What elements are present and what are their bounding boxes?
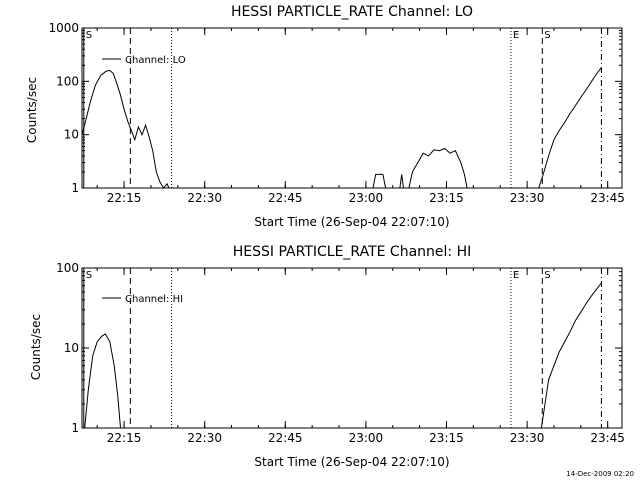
panel-lo-xtick-label-4: 23:15 — [429, 191, 464, 205]
panel-lo-series-0-segment-1 — [372, 173, 387, 189]
panel-hi-marker-label-3: E — [513, 270, 519, 281]
panel-lo-ylabel: Counts/sec — [25, 77, 39, 143]
panel-hi-xtick-label-5: 23:30 — [510, 431, 545, 445]
panel-lo-axes-frame — [81, 27, 623, 189]
panel-hi-xtick-label-0: 22:15 — [107, 431, 142, 445]
panel-hi-xtick-label-6: 23:45 — [590, 431, 625, 445]
panel-hi-marker-label-0: S — [86, 270, 92, 281]
panel-lo: HESSI PARTICLE_RATE Channel: LO Start Ti… — [25, 4, 625, 229]
panel-lo-series-0-segment-3 — [408, 147, 468, 189]
panel-hi-ytick-label-0: 1 — [71, 421, 79, 435]
footer-timestamp: 14-Dec-2009 02:20 — [566, 470, 634, 478]
panel-hi-xtick-label-2: 22:45 — [268, 431, 303, 445]
panel-lo-xtick-label-6: 23:45 — [590, 191, 625, 205]
panel-lo-marker-label-3: E — [513, 30, 519, 41]
panel-lo-legend-label: Channel: LO — [125, 55, 186, 66]
panel-lo-title: HESSI PARTICLE_RATE Channel: LO — [231, 4, 473, 20]
panel-lo-xtick-label-0: 22:15 — [107, 191, 142, 205]
panel-lo-ytick-label-3: 1000 — [48, 21, 79, 35]
panel-lo-xtick-label-5: 23:30 — [510, 191, 545, 205]
panel-hi-ytick-label-1: 10 — [64, 341, 79, 355]
panel-lo-ytick-label-2: 100 — [56, 74, 79, 88]
panel-hi-xtick-label-1: 22:30 — [187, 431, 222, 445]
panel-lo-xtick-label-1: 22:30 — [187, 191, 222, 205]
panel-lo-series-0-segment-0 — [81, 69, 170, 189]
panel-lo-xtick-label-3: 23:00 — [349, 191, 384, 205]
panel-lo-series-0-segment-4 — [538, 67, 602, 189]
panel-lo-xlabel: Start Time (26-Sep-04 22:07:10) — [254, 215, 449, 229]
panel-hi-marker-label-4: S — [544, 270, 550, 281]
panel-hi-legend-label: Channel: HI — [125, 294, 183, 305]
panel-hi-xtick-label-3: 23:00 — [349, 431, 384, 445]
panel-hi-series-0-segment-1 — [540, 282, 602, 429]
panel-hi-series-0-segment-0 — [84, 333, 121, 429]
panel-lo-ytick-label-1: 10 — [64, 128, 79, 142]
panel-lo-ytick-label-0: 1 — [71, 181, 79, 195]
panel-lo-xtick-label-2: 22:45 — [268, 191, 303, 205]
panel-lo-marker-label-4: S — [544, 30, 550, 41]
panel-hi-xtick-label-4: 23:15 — [429, 431, 464, 445]
panel-hi: HESSI PARTICLE_RATE Channel: HI Start Ti… — [29, 244, 625, 469]
panel-hi-ylabel: Counts/sec — [29, 314, 43, 380]
panel-hi-ytick-label-2: 100 — [56, 261, 79, 275]
panel-hi-title: HESSI PARTICLE_RATE Channel: HI — [233, 244, 471, 260]
panel-hi-xlabel: Start Time (26-Sep-04 22:07:10) — [254, 455, 449, 469]
panel-lo-marker-label-0: S — [86, 30, 92, 41]
panel-lo-series-0-segment-2 — [399, 174, 404, 189]
panel-hi-axes-frame — [81, 267, 623, 429]
